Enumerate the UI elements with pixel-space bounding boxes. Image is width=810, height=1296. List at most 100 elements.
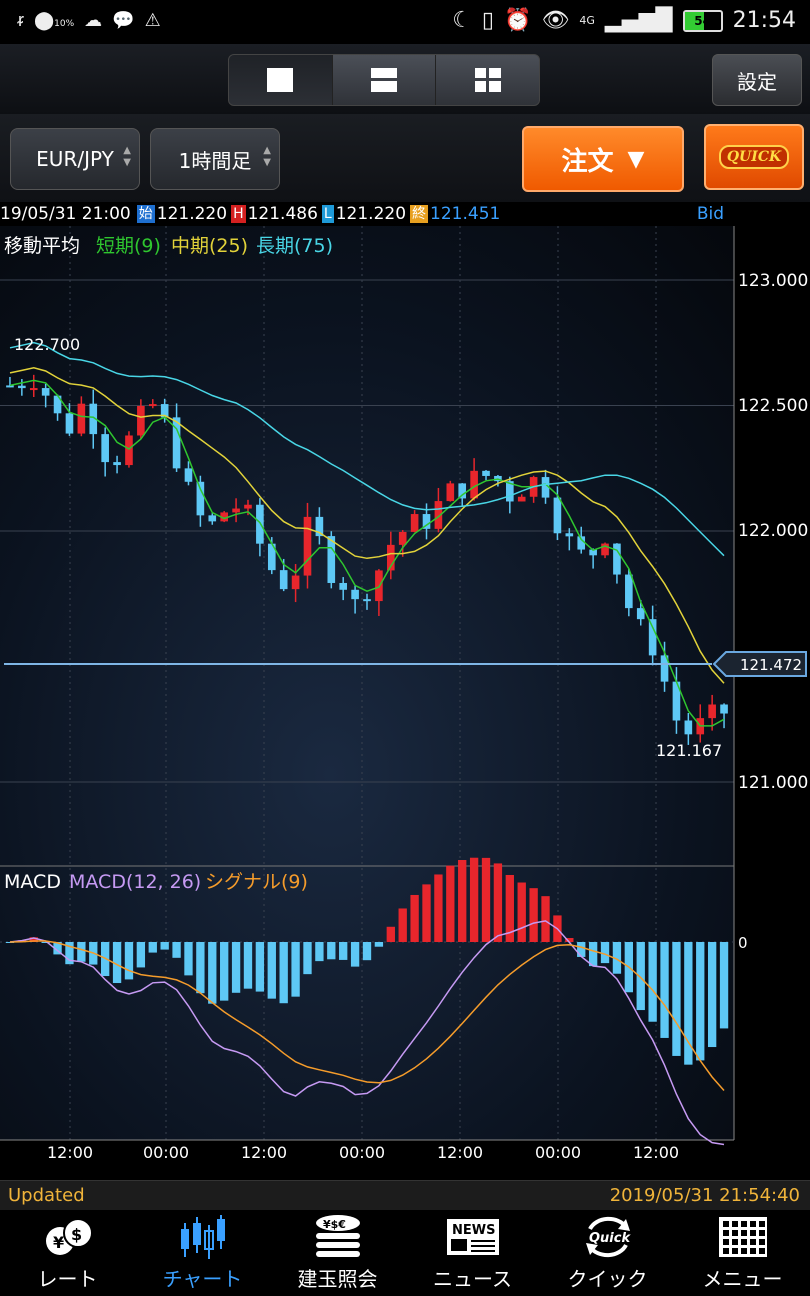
- ma-long-label: 長期(75): [256, 235, 333, 257]
- timeframe-select[interactable]: 1時間足 ▲ ▼: [150, 128, 280, 190]
- grid-cell: [731, 1239, 738, 1245]
- ma-long-line: [9, 341, 725, 557]
- price-tick: 121.000: [738, 773, 808, 793]
- network-label: 4G: [579, 14, 595, 27]
- candle-body: [541, 477, 550, 498]
- macd-histogram-bar: [112, 942, 122, 984]
- quick-order-button[interactable]: QUICK: [704, 124, 804, 190]
- nav-menu[interactable]: メニュー: [675, 1210, 810, 1296]
- candle-body: [506, 481, 514, 502]
- macd-panel: [0, 857, 734, 1146]
- settings-button[interactable]: 設定: [712, 54, 802, 106]
- low-value: 121.220: [335, 204, 407, 224]
- candle-body: [89, 403, 98, 435]
- ma-short-label: 短期(9): [96, 235, 161, 257]
- chart-background: [0, 226, 734, 1140]
- close-value: 121.451: [430, 204, 501, 224]
- currency-pair-select[interactable]: EUR/JPY ▲ ▼: [10, 128, 140, 190]
- signal-label: シグナル(9): [205, 871, 308, 893]
- price-tick-labels: 123.000 122.500 122.000 121.000: [738, 271, 808, 793]
- order-label: 注文: [561, 146, 614, 177]
- candlestick-icon: [177, 1211, 229, 1263]
- clock: 21:54: [732, 8, 796, 33]
- single-layout-button[interactable]: [229, 55, 333, 105]
- macd-histogram-bar: [529, 888, 538, 942]
- macd-histogram-bar: [172, 942, 181, 958]
- nav-chart[interactable]: チャート: [135, 1210, 270, 1296]
- grid-cell: [758, 1221, 765, 1227]
- grid-cell: [758, 1248, 765, 1254]
- candle-body: [77, 403, 86, 434]
- grid-cell: [749, 1239, 756, 1245]
- svg-text:¥$€: ¥$€: [323, 1218, 346, 1231]
- news-icon: NEWS: [445, 1211, 501, 1263]
- macd-histogram-bar: [410, 894, 419, 942]
- currency-pair-value: EUR/JPY: [36, 147, 114, 171]
- candle-body: [232, 508, 240, 513]
- candle-body: [410, 514, 419, 532]
- ma-short-line: [9, 379, 725, 727]
- macd-histogram-bar: [53, 942, 62, 955]
- candle-body: [113, 462, 121, 466]
- nav-rate[interactable]: ¥ $ レート: [0, 1210, 135, 1296]
- nav-quick[interactable]: Quick クイック: [540, 1210, 675, 1296]
- price-chart[interactable]: 移動平均 短期(9) 中期(25) 長期(75) 123.000 122.500…: [0, 226, 810, 1176]
- candle-body: [363, 599, 371, 602]
- order-button[interactable]: 注文 ▼: [522, 126, 684, 192]
- candle-body: [648, 619, 657, 656]
- quad-layout-button[interactable]: [436, 55, 539, 105]
- macd-histogram-bar: [124, 942, 134, 980]
- candle-body: [315, 516, 324, 537]
- spinner-arrows-icon: ▲ ▼: [123, 145, 131, 168]
- candle-body: [6, 385, 14, 388]
- candle-body: [65, 413, 74, 434]
- macd-histogram-bar: [148, 942, 157, 953]
- time-tick: 00:00: [143, 1143, 189, 1162]
- candle-body: [172, 417, 181, 469]
- update-status-bar: Updated 2019/05/31 21:54:40: [0, 1180, 810, 1211]
- data-saver-icon: ⬤10%: [34, 10, 75, 31]
- macd-histogram-bar: [231, 942, 241, 993]
- nav-positions[interactable]: ¥$€ 建玉照会: [270, 1210, 405, 1296]
- candle-body: [53, 395, 62, 414]
- candle-body: [434, 501, 443, 529]
- candle-body: [256, 504, 264, 544]
- candle-body: [41, 388, 50, 396]
- candle-body: [482, 470, 490, 476]
- candle-body: [720, 704, 728, 714]
- candle-body: [458, 483, 467, 499]
- candle-body: [184, 468, 193, 482]
- grid-cell: [722, 1248, 729, 1254]
- macd-histogram-bar: [422, 884, 431, 942]
- double-layout-button[interactable]: [332, 55, 437, 105]
- time-tick: 00:00: [535, 1143, 581, 1162]
- macd-histogram-bar: [660, 942, 669, 1038]
- coins-icon: ¥$€: [312, 1211, 364, 1263]
- low-tag: L: [321, 205, 334, 223]
- macd-histogram-bar: [517, 882, 526, 942]
- candle-body: [208, 515, 217, 522]
- candle-body: [148, 404, 157, 407]
- time-tick: 12:00: [241, 1143, 287, 1162]
- nav-news[interactable]: NEWS ニュース: [405, 1210, 540, 1296]
- svg-text:Quick: Quick: [589, 1231, 631, 1246]
- grid-cell: [749, 1248, 756, 1254]
- macd-histogram-bar: [398, 908, 407, 942]
- macd-histogram-bar: [65, 942, 74, 965]
- macd-histogram-bar: [719, 942, 729, 1029]
- open-value: 121.220: [156, 204, 228, 224]
- status-left-icons: ᵲ ⬤10% ☁ 💬 ⚠: [18, 10, 161, 31]
- open-tag: 始: [136, 205, 155, 223]
- grid-cell: [758, 1239, 765, 1245]
- grid-cell: [740, 1221, 747, 1227]
- candle-body: [577, 536, 586, 550]
- candle-body: [672, 681, 681, 721]
- currency-icon: ¥ $: [40, 1211, 96, 1263]
- macd-histogram-bar: [505, 874, 514, 942]
- close-tag: 終: [410, 205, 429, 223]
- grid-cell: [722, 1230, 729, 1236]
- nav-label: 建玉照会: [297, 1267, 378, 1291]
- time-tick: 12:00: [437, 1143, 483, 1162]
- candle-body: [29, 388, 38, 391]
- grid-cell: [722, 1221, 729, 1227]
